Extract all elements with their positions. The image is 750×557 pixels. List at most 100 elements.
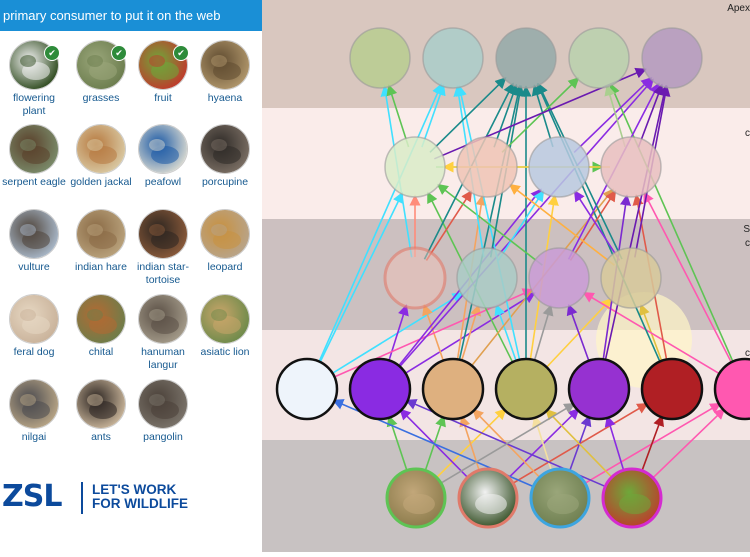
species-card-serpent-eagle[interactable]: serpent eagle — [1, 124, 67, 189]
feeding-link-arrow — [573, 189, 621, 261]
secondary-slot-2[interactable] — [456, 247, 518, 309]
species-card-hyaena[interactable]: hyaena — [192, 40, 258, 105]
instruction-banner: primary consumer to put it on the web — [0, 0, 262, 31]
species-card-porcupine[interactable]: porcupine — [192, 124, 258, 189]
secondary-slot-3[interactable] — [528, 247, 590, 309]
apex-slot-1[interactable] — [349, 27, 411, 89]
porcupine-photo[interactable] — [200, 124, 250, 174]
peafowl-photo[interactable] — [138, 124, 188, 174]
trophic-level-label: S — [743, 224, 750, 235]
secondary-slot-1[interactable] — [383, 246, 447, 310]
feeding-link-arrow — [315, 191, 404, 371]
species-card-indian-hare[interactable]: indian hare — [68, 209, 134, 274]
species-card-indian-star-tortoise[interactable]: indian star-tortoise — [130, 209, 196, 287]
zsl-logo-text: ZSL — [2, 479, 62, 514]
trophic-level-label: c — [745, 128, 750, 139]
species-card-vulture[interactable]: vulture — [1, 209, 67, 274]
pangolin-photo[interactable] — [138, 379, 188, 429]
species-label: leopard — [207, 261, 243, 273]
species-card-golden-jackal[interactable]: golden jackal — [68, 124, 134, 189]
grasses-photo[interactable]: ✔ — [76, 40, 127, 90]
species-label: golden jackal — [70, 176, 132, 188]
primary-consumer-slot-7[interactable] — [713, 357, 750, 421]
primary-consumer-slot-4[interactable] — [494, 357, 558, 421]
fruit-photo[interactable]: ✔ — [138, 40, 189, 90]
serpent-eagle-photo[interactable] — [9, 124, 59, 174]
flowering-plant-photo[interactable]: ✔ — [9, 40, 60, 90]
feeding-link-arrow — [455, 84, 523, 369]
feeding-link-arrow — [609, 83, 738, 371]
species-card-hanuman-langur[interactable]: hanuman langur — [130, 294, 196, 372]
feeding-link-arrow — [638, 414, 664, 480]
feeding-link-arrow — [646, 408, 726, 485]
food-web-diagram[interactable] — [262, 0, 750, 552]
vulture-photo[interactable] — [9, 209, 59, 259]
apex-slot-5[interactable] — [641, 27, 703, 89]
feeding-link-arrow — [602, 84, 670, 369]
trophic-level-label: Apex — [727, 3, 750, 14]
trophic-level-label: c — [745, 348, 750, 359]
feral-dog-photo[interactable] — [9, 294, 59, 344]
producer-habitat[interactable] — [385, 467, 447, 529]
species-card-nilgai[interactable]: nilgai — [1, 379, 67, 444]
primary-consumer-slot-6[interactable] — [640, 357, 704, 421]
species-card-asiatic-lion[interactable]: asiatic lion — [192, 294, 258, 359]
primary-consumer-slot-3[interactable] — [421, 357, 485, 421]
apex-slot-4[interactable] — [568, 27, 630, 89]
tagline-line-2: FOR WILDLIFE — [92, 496, 188, 511]
indian-star-tortoise-photo[interactable] — [138, 209, 188, 259]
producer-grasses[interactable] — [529, 467, 591, 529]
species-card-grasses[interactable]: ✔ grasses — [68, 40, 134, 105]
tertiary-slot-3[interactable] — [528, 136, 590, 198]
species-card-pangolin[interactable]: pangolin — [130, 379, 196, 444]
species-card-peafowl[interactable]: peafowl — [130, 124, 196, 189]
feeding-link-arrow — [604, 84, 626, 148]
species-label: vulture — [18, 261, 50, 273]
feeding-link-arrow — [582, 291, 728, 379]
feeding-link-arrow — [386, 84, 410, 148]
feeding-link-arrow — [566, 303, 593, 370]
feeding-link-arrow — [429, 77, 507, 153]
primary-consumer-slot-1[interactable] — [275, 357, 339, 421]
feeding-link-arrow — [643, 191, 737, 371]
primary-consumer-slot-2[interactable] — [348, 357, 412, 421]
species-card-flowering-plant[interactable]: ✔ flowering plant — [1, 40, 67, 118]
nilgai-photo[interactable] — [9, 379, 59, 429]
species-label: feral dog — [13, 346, 55, 358]
primary-consumer-slot-5[interactable] — [567, 357, 631, 421]
apex-slot-3[interactable] — [495, 27, 557, 89]
hanuman-langur-photo[interactable] — [138, 294, 188, 344]
producer-flowering-plant[interactable] — [457, 467, 519, 529]
tertiary-slot-4[interactable] — [600, 136, 662, 198]
species-card-leopard[interactable]: leopard — [192, 209, 258, 274]
trophic-level-label: c — [745, 238, 750, 249]
tertiary-slot-2[interactable] — [456, 136, 518, 198]
secondary-slot-4[interactable] — [600, 247, 662, 309]
golden-jackal-photo[interactable] — [76, 124, 126, 174]
species-label: porcupine — [201, 176, 249, 188]
hyaena-photo[interactable] — [200, 40, 250, 90]
feeding-link-arrow — [637, 83, 664, 148]
asiatic-lion-photo[interactable] — [200, 294, 250, 344]
feeding-link-arrow — [566, 414, 592, 480]
feeding-link-arrow — [422, 303, 447, 370]
species-card-chital[interactable]: chital — [68, 294, 134, 359]
chital-photo[interactable] — [76, 294, 126, 344]
species-label: chital — [88, 346, 114, 358]
species-label: ants — [91, 431, 111, 443]
species-card-feral-dog[interactable]: feral dog — [1, 294, 67, 359]
species-card-ants[interactable]: ants — [68, 379, 134, 444]
indian-hare-photo[interactable] — [76, 209, 126, 259]
tertiary-slot-1[interactable] — [384, 136, 446, 198]
producer-fruit[interactable] — [601, 467, 663, 529]
feeding-link-arrow — [314, 83, 443, 371]
feeding-link-arrow — [324, 292, 464, 379]
apex-slot-2[interactable] — [422, 27, 484, 89]
species-label: asiatic lion — [200, 346, 250, 358]
leopard-photo[interactable] — [200, 209, 250, 259]
ants-photo[interactable] — [76, 379, 126, 429]
species-card-fruit[interactable]: ✔ fruit — [130, 40, 196, 105]
feeding-link-arrow — [429, 408, 507, 485]
logo-divider — [81, 482, 83, 514]
